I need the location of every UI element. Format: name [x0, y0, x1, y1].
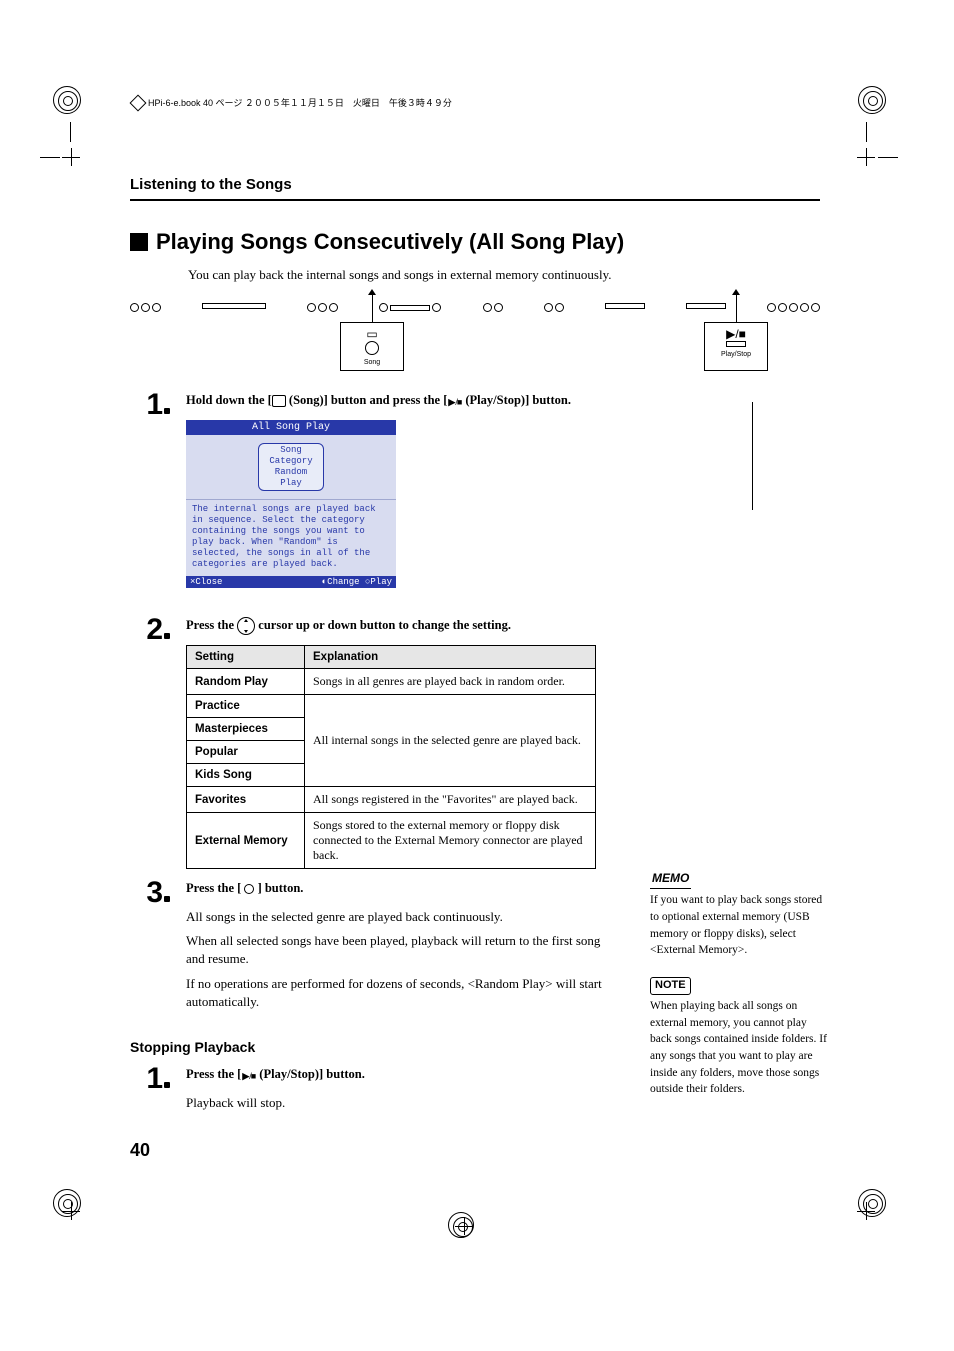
lcd-title: All Song Play — [186, 420, 396, 435]
sidebar-notes: MEMO If you want to play back songs stor… — [650, 870, 830, 1116]
circle-button-icon — [244, 884, 254, 894]
table-cell: All internal songs in the selected genre… — [305, 695, 596, 787]
section-header: Listening to the Songs — [130, 176, 820, 201]
table-header-explanation: Explanation — [305, 646, 596, 669]
table-header-setting: Setting — [187, 646, 305, 669]
table-cell: Random Play — [187, 669, 305, 695]
crop-mark — [62, 148, 80, 166]
play-stop-icon — [447, 392, 462, 410]
main-heading: Playing Songs Consecutively (All Song Pl… — [130, 229, 820, 255]
table-cell: Songs stored to the external memory or f… — [305, 813, 596, 869]
lcd-screenshot: All Song Play Song Category Random Play … — [186, 420, 396, 588]
step-1-instruction: Hold down the [ (Song)] button and press… — [186, 391, 820, 410]
lcd-desc: The internal songs are played back in se… — [186, 499, 396, 576]
callout-song-label: Song — [341, 359, 403, 366]
page-number: 40 — [130, 1140, 150, 1161]
memo-tag: MEMO — [650, 870, 691, 889]
settings-table: Setting Explanation Random Play Songs in… — [186, 645, 596, 869]
book-header: HPi-6-e.book 40 ページ ２００５年１１月１５日 火曜日 午後３時… — [132, 96, 452, 110]
step-number: 3 — [130, 879, 170, 907]
step-2: 2 Press the cursor up or down button to … — [130, 616, 820, 869]
note-text: When playing back all songs on external … — [650, 998, 830, 1098]
table-cell: Songs in all genres are played back in r… — [305, 669, 596, 695]
intro-text: You can play back the internal songs and… — [188, 267, 820, 283]
table-cell: Masterpieces — [187, 718, 305, 741]
crop-mark — [448, 1212, 474, 1238]
step-number: 1 — [130, 1065, 170, 1093]
step-2-instruction: Press the cursor up or down button to ch… — [186, 616, 820, 635]
crop-mark — [857, 148, 875, 166]
main-heading-text: Playing Songs Consecutively (All Song Pl… — [156, 229, 624, 255]
callout-song: ▭ Song — [340, 322, 404, 371]
crop-line — [40, 157, 60, 158]
step-3-text: When all selected songs have been played… — [186, 932, 606, 968]
header-text: HPi-6-e.book 40 ページ ２００５年１１月１５日 火曜日 午後３時… — [148, 98, 452, 108]
step-number: 2 — [130, 616, 170, 644]
crop-line — [866, 122, 867, 142]
crop-line — [70, 122, 71, 142]
table-cell: External Memory — [187, 813, 305, 869]
note-tag: NOTE — [650, 977, 691, 995]
memo-text: If you want to play back songs stored to… — [650, 892, 830, 959]
cursor-ring-icon — [237, 617, 255, 635]
crop-mark — [53, 86, 81, 114]
table-cell: Kids Song — [187, 764, 305, 787]
crop-mark — [857, 1202, 875, 1220]
callout-playstop-label: Play/Stop — [705, 351, 767, 358]
lcd-footer: ×Close ◐Change ○Play — [186, 576, 396, 588]
callout-playstop: ▶/■ Play/Stop — [704, 322, 768, 371]
step-1: 1 Hold down the [ (Song)] button and pre… — [130, 391, 820, 608]
play-stop-icon — [241, 1066, 256, 1084]
table-cell: Popular — [187, 741, 305, 764]
heading-bullet-icon — [130, 233, 148, 251]
song-icon — [272, 395, 286, 407]
crop-line — [878, 157, 898, 158]
step-3-text: If no operations are performed for dozen… — [186, 975, 606, 1011]
table-cell: All songs registered in the "Favorites" … — [305, 787, 596, 813]
crop-mark — [858, 86, 886, 114]
crop-mark — [62, 1202, 80, 1220]
step-number: 1 — [130, 391, 170, 419]
table-cell: Favorites — [187, 787, 305, 813]
lcd-option: Song Category Random Play — [258, 443, 323, 491]
table-cell: Practice — [187, 695, 305, 718]
control-panel-strip — [130, 303, 820, 312]
heading-rule — [752, 402, 753, 510]
